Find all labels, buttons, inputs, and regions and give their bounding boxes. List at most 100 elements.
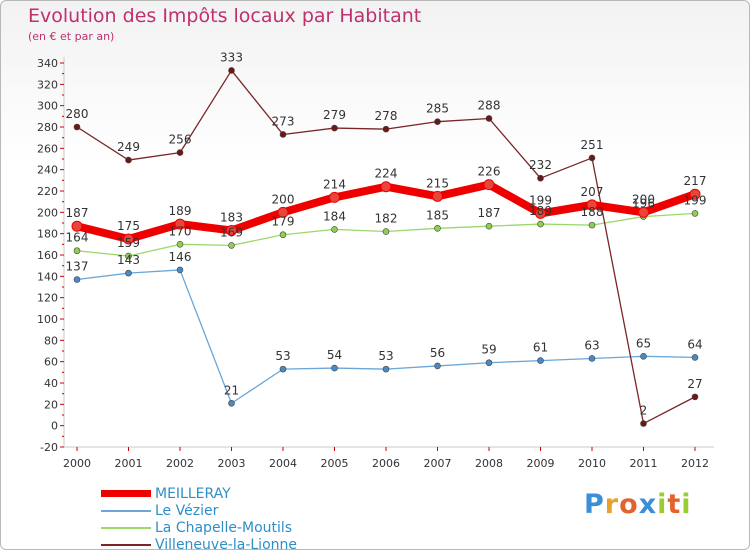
x-tick-label: 2001 xyxy=(115,457,143,470)
y-tick-label: 240 xyxy=(37,164,58,177)
data-label: 164 xyxy=(66,231,89,245)
y-tick-label: 160 xyxy=(37,249,58,262)
y-tick-label: 120 xyxy=(37,292,58,305)
x-tick-label: 2005 xyxy=(321,457,349,470)
data-point xyxy=(176,266,184,274)
x-tick-label: 2012 xyxy=(681,457,709,470)
y-tick-label: 0 xyxy=(51,420,58,433)
chart-title: Evolution des Impôts locaux par Habitant xyxy=(28,5,422,27)
data-point xyxy=(228,242,235,249)
data-label: 279 xyxy=(323,108,346,122)
y-tick-label: 280 xyxy=(37,121,58,134)
x-tick-label: 2008 xyxy=(475,457,503,470)
data-label: 61 xyxy=(533,341,548,355)
logo-letter: x xyxy=(638,489,658,520)
data-point xyxy=(691,393,699,401)
data-label: 189 xyxy=(169,204,192,218)
data-label: 146 xyxy=(169,250,192,264)
data-point xyxy=(537,357,544,364)
data-label: 217 xyxy=(684,174,707,188)
data-label: 199 xyxy=(684,193,707,207)
legend-label: Villeneuve-la-Lionne xyxy=(155,536,297,550)
data-point xyxy=(434,225,441,232)
data-point xyxy=(279,231,287,239)
proxiti-logo: Proxiti xyxy=(584,489,692,520)
legend-item: MEILLERAY xyxy=(101,485,297,502)
data-point xyxy=(537,174,544,182)
data-label: 2 xyxy=(640,404,648,418)
data-point xyxy=(588,355,596,362)
logo-letter: i xyxy=(681,489,692,520)
legend-swatch xyxy=(101,526,151,529)
data-label: 183 xyxy=(220,210,243,224)
data-point xyxy=(485,222,493,230)
data-point xyxy=(691,354,699,361)
data-label: 214 xyxy=(323,177,346,191)
logo-letter: P xyxy=(584,489,605,520)
chart-legend: MEILLERAY Le Vézier La Chapelle-Moutils Vil… xyxy=(101,485,297,550)
legend-swatch xyxy=(101,490,151,497)
data-label: 175 xyxy=(117,219,140,233)
data-label: 56 xyxy=(430,346,445,360)
data-label: 182 xyxy=(375,212,398,226)
data-point xyxy=(73,276,81,283)
data-point xyxy=(691,210,699,217)
x-tick-label: 2010 xyxy=(578,457,606,470)
data-label: 188 xyxy=(581,205,604,219)
legend-label: MEILLERAY xyxy=(155,485,231,502)
data-point xyxy=(640,420,647,427)
data-point xyxy=(174,218,186,230)
logo-letter: t xyxy=(667,489,682,520)
data-point xyxy=(277,206,289,218)
data-point xyxy=(483,179,495,191)
y-tick-label: 20 xyxy=(44,398,58,411)
data-point xyxy=(73,123,81,131)
data-label: 65 xyxy=(636,336,651,350)
data-point xyxy=(432,190,443,202)
data-point xyxy=(125,269,132,277)
y-tick-label: 320 xyxy=(37,78,58,91)
data-point xyxy=(588,221,596,229)
logo-letter: r xyxy=(604,489,620,520)
legend-swatch xyxy=(101,509,151,512)
y-tick-label: 260 xyxy=(37,142,58,155)
x-tick-label: 2011 xyxy=(630,457,658,470)
x-tick-label: 2009 xyxy=(527,457,555,470)
y-tick-label: 180 xyxy=(37,228,58,241)
data-point xyxy=(123,233,134,245)
data-label: 53 xyxy=(275,349,290,363)
y-tick-label: 200 xyxy=(37,206,58,219)
legend-label: Le Vézier xyxy=(155,502,219,519)
y-tick-label: 300 xyxy=(37,100,58,113)
y-tick-label: 100 xyxy=(37,313,58,326)
data-point xyxy=(434,118,441,125)
y-tick-label: 80 xyxy=(44,334,58,347)
data-point xyxy=(485,359,493,367)
data-point xyxy=(382,365,390,373)
legend-item: Le Vézier xyxy=(101,502,297,519)
data-label: 185 xyxy=(426,208,449,222)
data-point xyxy=(279,131,287,138)
data-label: 27 xyxy=(687,377,702,391)
data-label: 187 xyxy=(66,206,89,220)
y-tick-label: 140 xyxy=(37,270,58,283)
data-point xyxy=(535,207,546,219)
legend-swatch xyxy=(101,543,151,546)
data-point xyxy=(125,252,132,260)
data-point xyxy=(73,247,81,255)
data-label: 215 xyxy=(426,176,449,190)
data-point xyxy=(689,188,701,200)
data-label: 249 xyxy=(117,140,140,154)
data-label: 63 xyxy=(584,338,599,352)
x-tick-label: 2007 xyxy=(424,457,452,470)
y-tick-label: 220 xyxy=(37,185,58,198)
data-point xyxy=(228,67,235,74)
data-point xyxy=(380,181,392,193)
data-point xyxy=(226,224,237,236)
data-point xyxy=(331,124,338,132)
data-point xyxy=(125,156,132,164)
data-point xyxy=(331,226,338,233)
data-point xyxy=(638,206,649,218)
